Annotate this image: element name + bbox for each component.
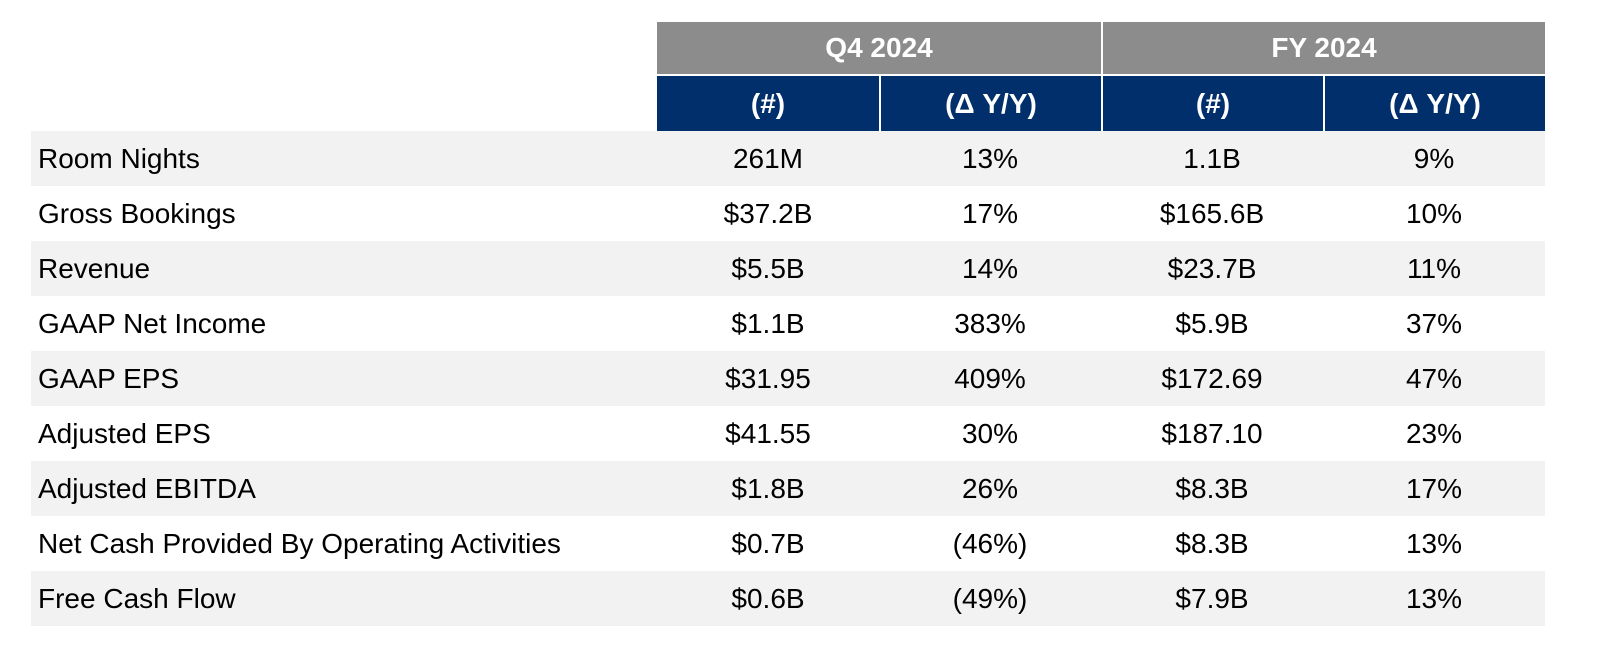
header-fy-2024: FY 2024 [1101,22,1546,76]
fy-value-cell: $8.3B [1101,516,1324,571]
fy-yoy-cell: 11% [1323,241,1546,296]
row-label: Adjusted EBITDA [31,461,657,516]
subheader-fy-value: (#) [1101,76,1324,131]
financial-summary-table: Q4 2024 FY 2024 (#) (Δ Y/Y) (#) (Δ Y/Y) … [31,22,1546,626]
fy-value-cell: $7.9B [1101,571,1324,626]
q4-yoy-cell: 30% [879,406,1102,461]
row-label: Revenue [31,241,657,296]
header-blank-cell [31,22,657,76]
fy-yoy-cell: 17% [1323,461,1546,516]
q4-value-cell: $0.7B [657,516,879,571]
row-label: Gross Bookings [31,186,657,241]
fy-yoy-cell: 23% [1323,406,1546,461]
q4-value-cell: 261M [657,131,879,186]
q4-yoy-cell: 14% [879,241,1102,296]
q4-yoy-cell: 26% [879,461,1102,516]
row-label: Net Cash Provided By Operating Activitie… [31,516,657,571]
q4-value-cell: $1.8B [657,461,879,516]
fy-yoy-cell: 37% [1323,296,1546,351]
table-row: Revenue $5.5B 14% $23.7B 11% [31,241,1546,296]
q4-yoy-cell: (49%) [879,571,1102,626]
table-row: GAAP EPS $31.95 409% $172.69 47% [31,351,1546,406]
row-label: Adjusted EPS [31,406,657,461]
row-label: GAAP EPS [31,351,657,406]
fy-yoy-cell: 47% [1323,351,1546,406]
q4-value-cell: $0.6B [657,571,879,626]
table-row: Gross Bookings $37.2B 17% $165.6B 10% [31,186,1546,241]
fy-value-cell: $23.7B [1101,241,1324,296]
subheader-fy-yoy: (Δ Y/Y) [1323,76,1546,131]
subheader-blank-cell [31,76,657,131]
q4-value-cell: $37.2B [657,186,879,241]
table-row: Net Cash Provided By Operating Activitie… [31,516,1546,571]
q4-value-cell: $41.55 [657,406,879,461]
period-header-row: Q4 2024 FY 2024 [31,22,1546,76]
q4-value-cell: $5.5B [657,241,879,296]
subheader-q4-yoy: (Δ Y/Y) [879,76,1102,131]
fy-value-cell: 1.1B [1101,131,1324,186]
fy-value-cell: $165.6B [1101,186,1324,241]
fy-yoy-cell: 10% [1323,186,1546,241]
subheader-q4-value: (#) [657,76,879,131]
q4-yoy-cell: 17% [879,186,1102,241]
fy-value-cell: $8.3B [1101,461,1324,516]
q4-yoy-cell: 13% [879,131,1102,186]
table-row: Adjusted EBITDA $1.8B 26% $8.3B 17% [31,461,1546,516]
fy-yoy-cell: 13% [1323,516,1546,571]
row-label: Room Nights [31,131,657,186]
q4-yoy-cell: 409% [879,351,1102,406]
fy-value-cell: $172.69 [1101,351,1324,406]
q4-value-cell: $31.95 [657,351,879,406]
q4-yoy-cell: (46%) [879,516,1102,571]
subheader-row: (#) (Δ Y/Y) (#) (Δ Y/Y) [31,76,1546,131]
fy-yoy-cell: 9% [1323,131,1546,186]
fy-value-cell: $187.10 [1101,406,1324,461]
q4-value-cell: $1.1B [657,296,879,351]
q4-yoy-cell: 383% [879,296,1102,351]
header-q4-2024: Q4 2024 [657,22,1102,76]
table-row: Room Nights 261M 13% 1.1B 9% [31,131,1546,186]
table-row: Free Cash Flow $0.6B (49%) $7.9B 13% [31,571,1546,626]
table-row: GAAP Net Income $1.1B 383% $5.9B 37% [31,296,1546,351]
row-label: Free Cash Flow [31,571,657,626]
fy-value-cell: $5.9B [1101,296,1324,351]
table-row: Adjusted EPS $41.55 30% $187.10 23% [31,406,1546,461]
fy-yoy-cell: 13% [1323,571,1546,626]
row-label: GAAP Net Income [31,296,657,351]
